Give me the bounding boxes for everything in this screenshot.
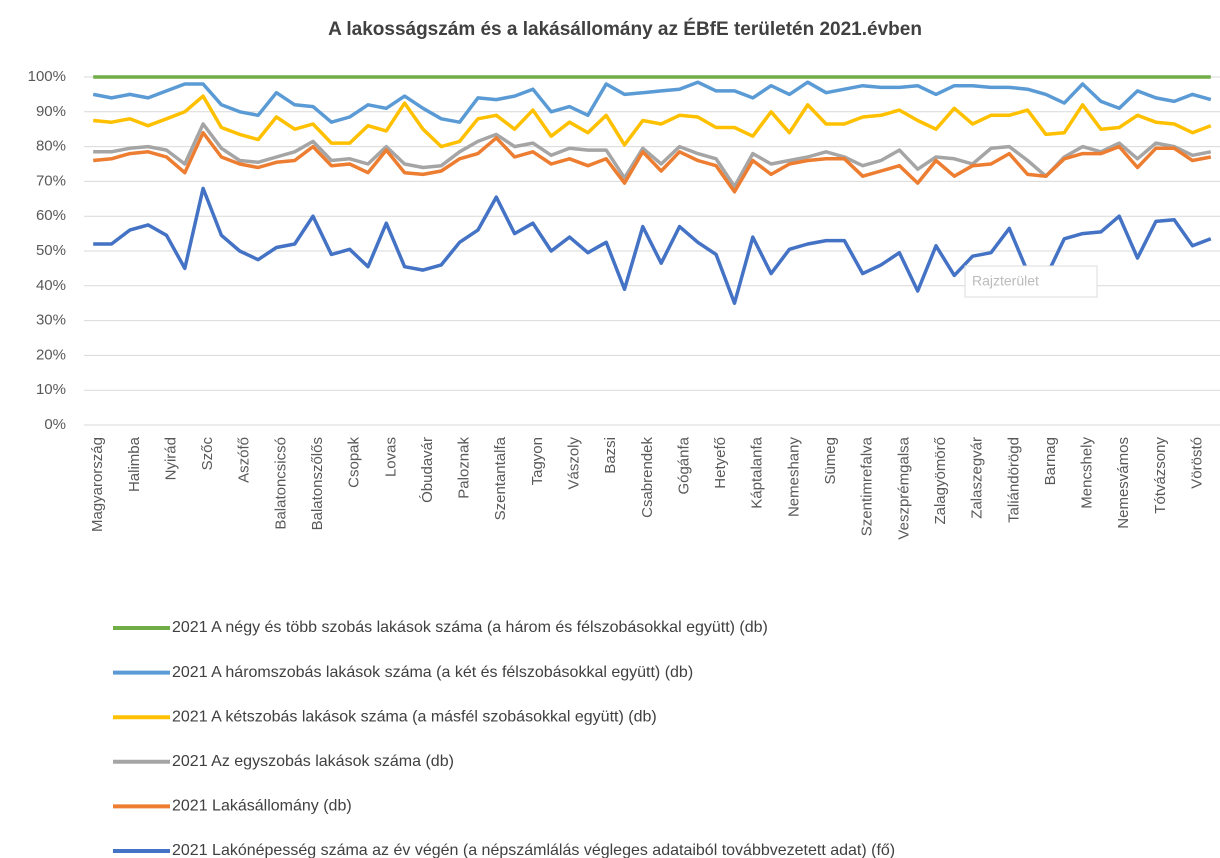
y-tick-label: 70% (36, 172, 66, 189)
chart-title: A lakosságszám és a lakásállomány az ÉBf… (328, 18, 922, 40)
x-tick-label: Zalaszegvár (969, 437, 986, 519)
x-tick-label: Barnag (1042, 437, 1059, 485)
x-tick-label: Tagyon (529, 437, 546, 485)
series-line (93, 186, 1212, 305)
x-tick-label: Csabrendek (639, 437, 656, 518)
series-line (92, 80, 1212, 124)
x-tick-label: Szentantalfa (492, 436, 509, 520)
x-tick-label: Vászoly (566, 437, 583, 490)
y-tick-label: 50% (36, 242, 66, 259)
x-tick-label: Zalagyömörő (932, 437, 949, 525)
x-tick-label: Aszófő (236, 437, 253, 483)
y-tick-label: 30% (36, 312, 66, 329)
x-tick-label: Lovas (382, 437, 399, 477)
y-tick-label: 90% (36, 103, 66, 120)
x-tick-label: Halimba (126, 436, 143, 492)
x-tick-label: Hetyefő (712, 437, 729, 489)
legend-label: 2021 Lakásállomány (db) (172, 798, 352, 815)
x-tick-label: Gógánfa (675, 436, 692, 494)
series-line (93, 130, 1212, 194)
x-tick-label: Sümeg (822, 437, 839, 485)
x-tick-label: Csopak (346, 437, 363, 488)
x-tick-label: Vöröstó (1188, 437, 1205, 489)
x-tick-label: Paloznak (456, 437, 473, 499)
x-tick-label: Káptalanfa (749, 436, 766, 508)
x-tick-label: Veszprémgalsa (895, 436, 912, 539)
y-tick-label: 10% (36, 381, 66, 398)
y-tick-label: 80% (36, 138, 66, 155)
x-tick-label: Nyirád (162, 437, 179, 480)
y-tick-label: 60% (36, 207, 66, 224)
legend-label: 2021 Az egyszobás lakások száma (db) (172, 753, 454, 770)
x-tick-label: Balatonszőlős (309, 437, 326, 530)
x-tick-label: Szentimrefalva (859, 436, 876, 536)
series-line (93, 122, 1212, 189)
y-tick-label: 20% (36, 346, 66, 363)
y-tick-label: 0% (44, 416, 66, 433)
x-tick-label: Szőc (199, 437, 216, 471)
y-tick-label: 40% (36, 277, 66, 294)
tooltip-box (964, 265, 1098, 298)
series-line (93, 94, 1212, 149)
x-tick-label: Bazsi (602, 437, 619, 474)
x-tick-label: Balatoncsicsó (272, 437, 289, 530)
x-tick-label: Magyarország (89, 437, 106, 532)
legend-label: 2021 Lakónépesség száma az év végén (a n… (172, 842, 895, 858)
x-tick-label: Nemeshany (785, 437, 802, 518)
x-tick-label: Nemesvámos (1115, 437, 1132, 529)
x-tick-label: Tótvázsony (1152, 437, 1169, 514)
x-tick-label: Óbudavár (419, 437, 436, 503)
x-tick-label: Taliándörögd (1005, 437, 1022, 523)
legend-label: 2021 A négy és több szobás lakások száma… (172, 619, 768, 636)
tooltip: Rajzterület (972, 273, 1039, 289)
y-tick-label: 100% (28, 68, 66, 85)
x-tick-label: Mencshely (1079, 437, 1096, 509)
legend-label: 2021 A kétszobás lakások száma (a másfél… (172, 708, 657, 725)
legend-label: 2021 A háromszobás lakások száma (a két … (172, 664, 693, 681)
